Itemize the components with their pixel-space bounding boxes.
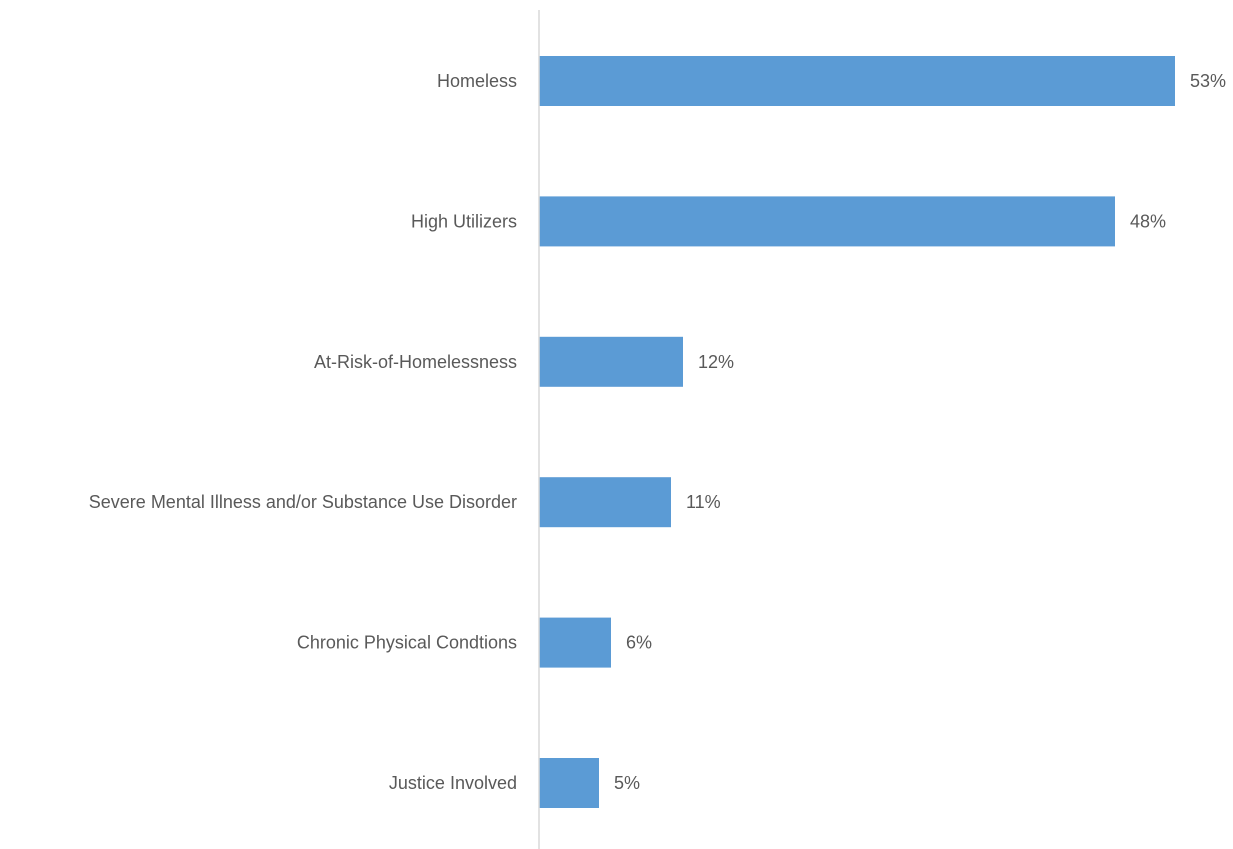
category-label: At-Risk-of-Homelessness [314, 352, 517, 372]
data-labels-group: 53% 48% 12% 11% 6% 5% [614, 71, 1226, 793]
category-labels-group: Homeless High Utilizers At-Risk-of-Homeles… [89, 71, 517, 793]
data-label: 6% [626, 633, 652, 653]
category-label: Severe Mental Illness and/or Substance U… [89, 492, 517, 512]
category-label: Justice Involved [389, 773, 517, 793]
bar [539, 336, 683, 387]
data-label: 53% [1190, 71, 1226, 91]
data-label: 11% [686, 492, 721, 512]
bar [539, 196, 1115, 247]
data-label: 12% [698, 352, 734, 372]
bars-group [539, 56, 1175, 808]
data-label: 48% [1130, 211, 1166, 231]
bar [539, 617, 611, 668]
category-label: Chronic Physical Condtions [297, 633, 517, 653]
bar [539, 758, 599, 808]
bar [539, 56, 1175, 106]
category-label: Homeless [437, 71, 517, 91]
data-label: 5% [614, 773, 640, 793]
bar [539, 477, 671, 528]
category-label: High Utilizers [411, 211, 517, 231]
